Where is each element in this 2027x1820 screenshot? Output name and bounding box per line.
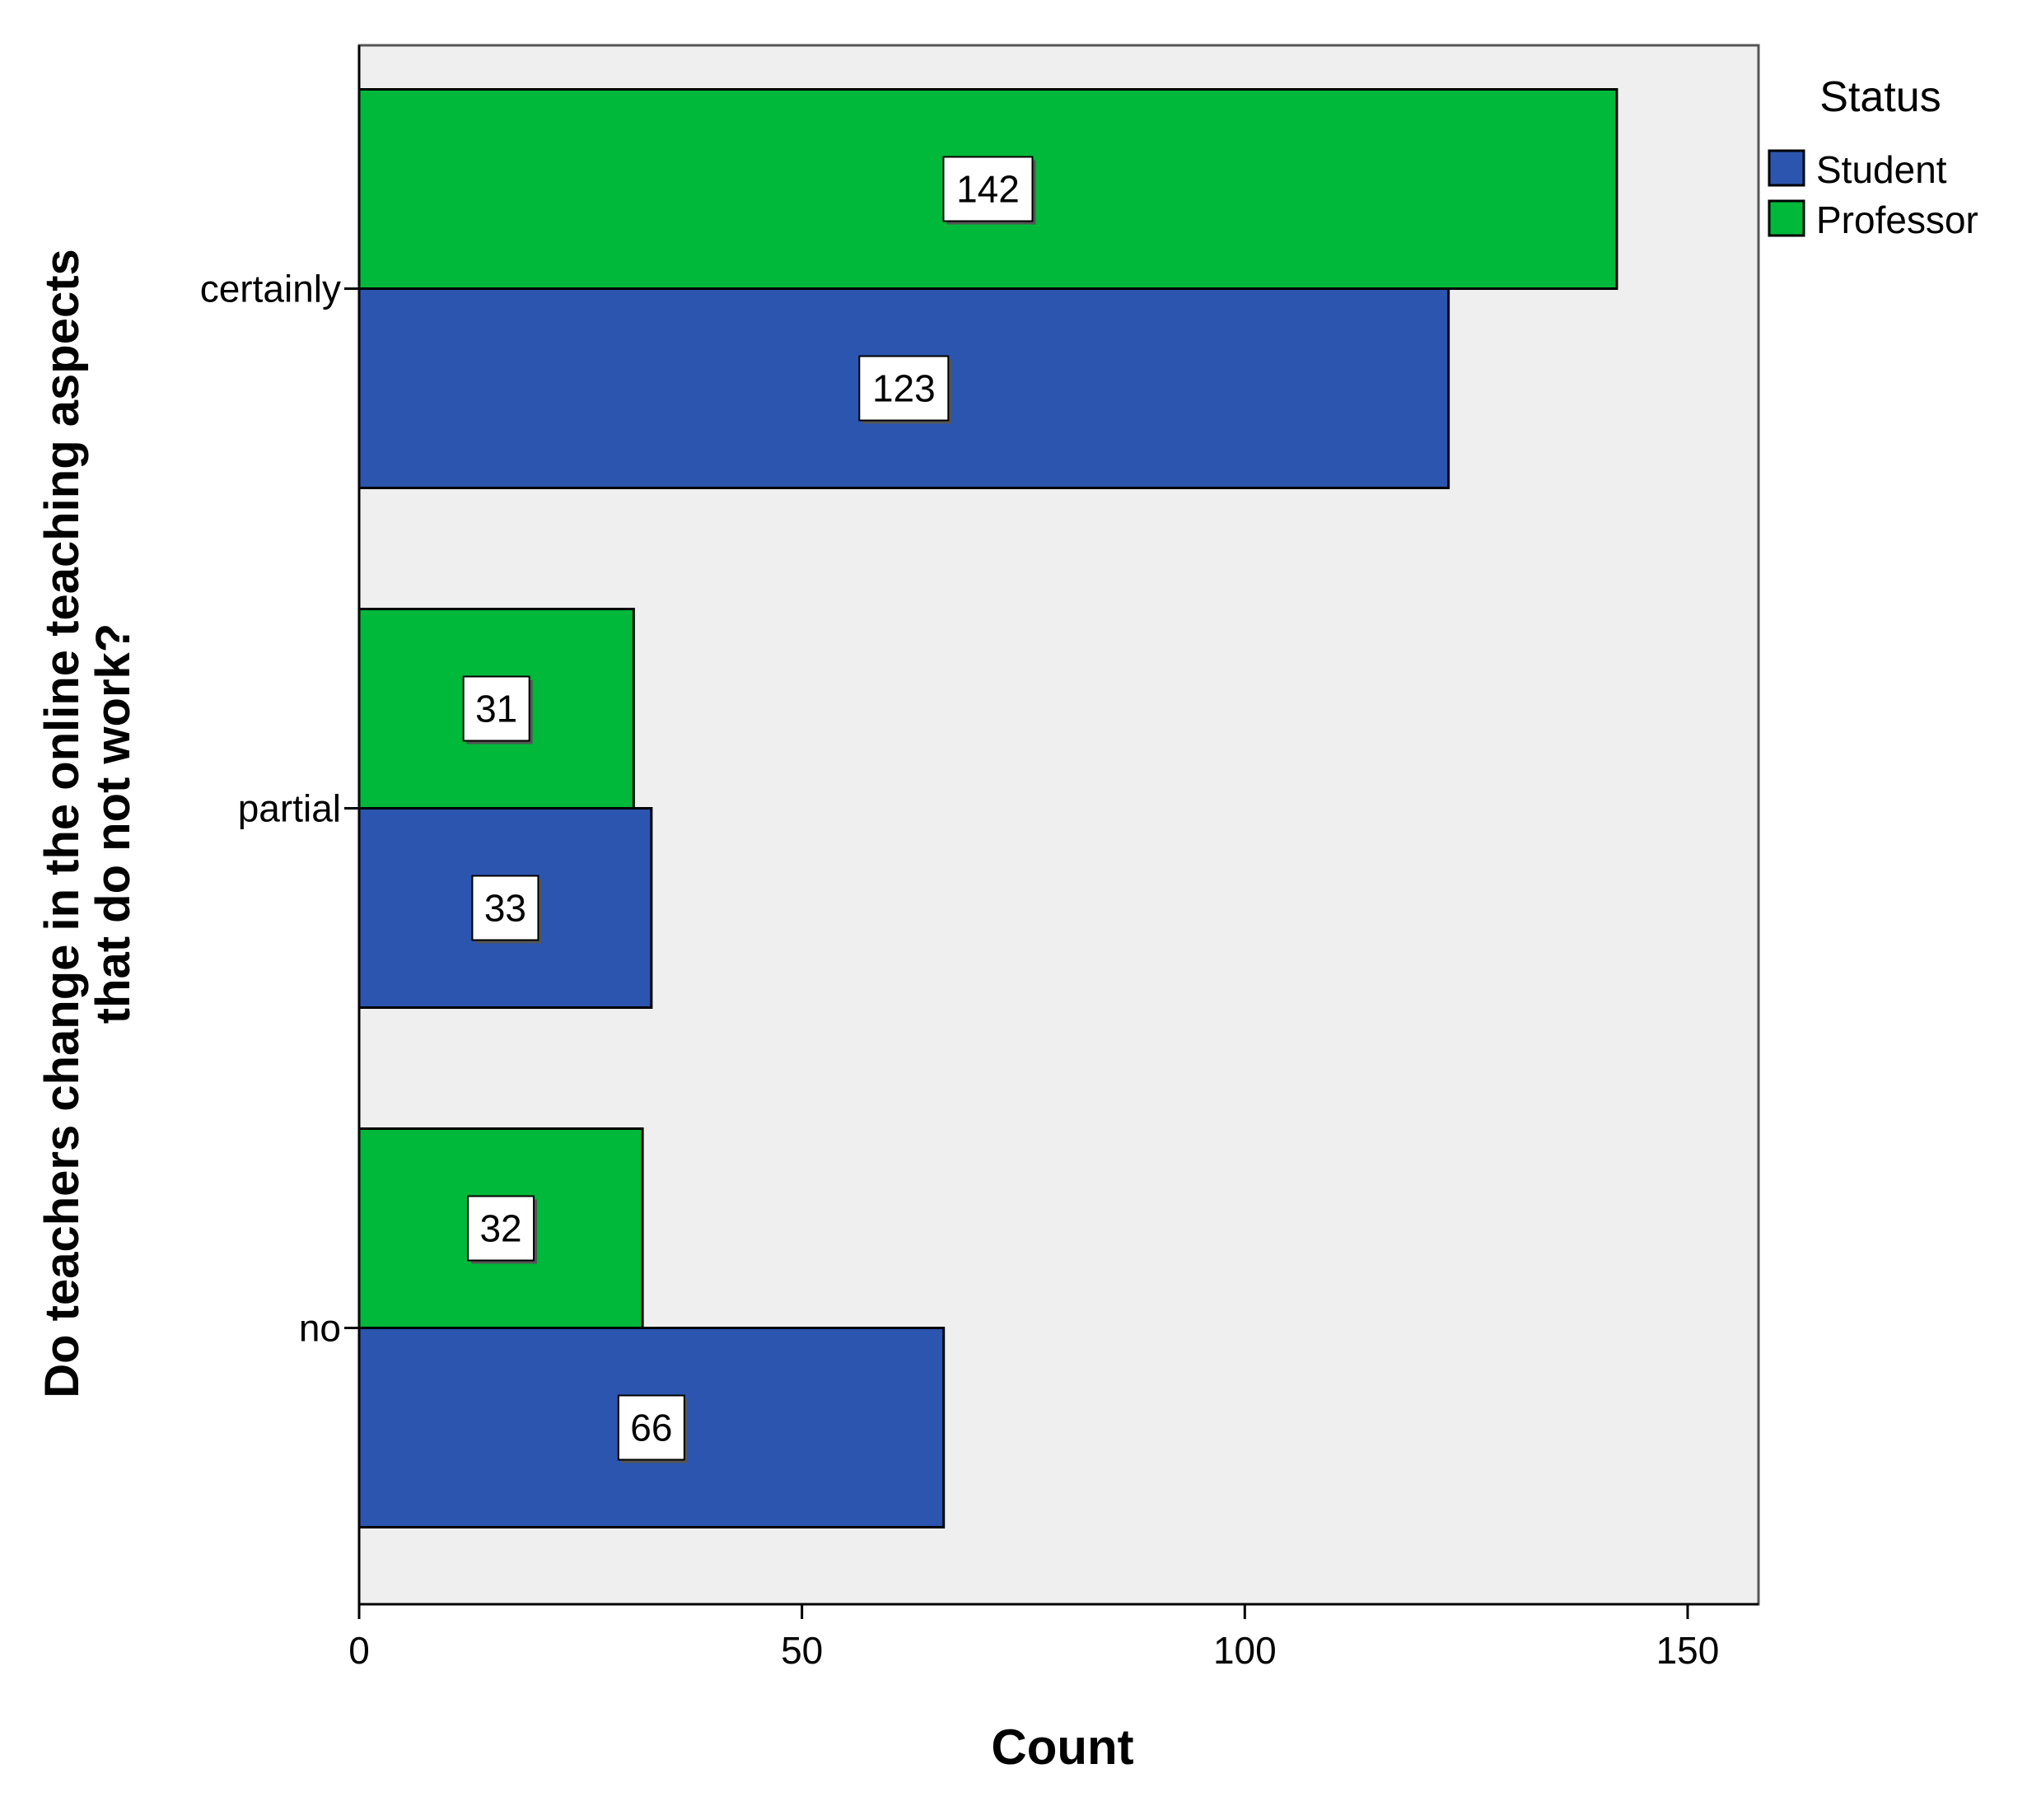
x-tick-label-50: 50 bbox=[781, 1629, 823, 1672]
x-tick-label-150: 150 bbox=[1656, 1629, 1720, 1672]
data-label-bg-student-no bbox=[617, 1394, 685, 1461]
data-label-student-partial: 33 bbox=[484, 887, 526, 930]
legend-title: Status bbox=[1819, 73, 1941, 121]
legend: Status Student Professor bbox=[1768, 73, 1978, 241]
data-label-professor-no: 32 bbox=[479, 1207, 521, 1250]
y-tick-label-partial: partial bbox=[238, 787, 341, 830]
data-label-bg-professor-certainly bbox=[942, 156, 1034, 222]
data-label-professor-partial: 31 bbox=[475, 688, 517, 730]
data-label-bg-professor-no bbox=[467, 1195, 535, 1262]
x-axis-title: Count bbox=[991, 1720, 1133, 1775]
y-axis-title-line-2: that do not work? bbox=[86, 623, 140, 1024]
data-label-bg-professor-partial bbox=[462, 675, 530, 742]
y-tick-label-certainly: certainly bbox=[200, 268, 341, 310]
data-label-student-no: 66 bbox=[630, 1407, 672, 1449]
y-tick-label-no: no bbox=[299, 1307, 341, 1350]
data-label-bg-student-partial bbox=[471, 875, 539, 941]
data-label-professor-certainly: 142 bbox=[956, 168, 1020, 211]
legend-label-professor: Professor bbox=[1816, 198, 1978, 241]
legend-swatch-professor bbox=[1768, 199, 1805, 237]
legend-swatch-student bbox=[1768, 149, 1805, 187]
x-tick-label-100: 100 bbox=[1213, 1629, 1277, 1672]
legend-label-student: Student bbox=[1816, 148, 1947, 191]
data-label-student-certainly: 123 bbox=[872, 367, 936, 410]
y-axis-title-line-1: Do teachers change in the online teachin… bbox=[35, 249, 89, 1398]
data-label-bg-student-certainly bbox=[858, 355, 950, 422]
x-tick-label-0: 0 bbox=[348, 1629, 370, 1672]
